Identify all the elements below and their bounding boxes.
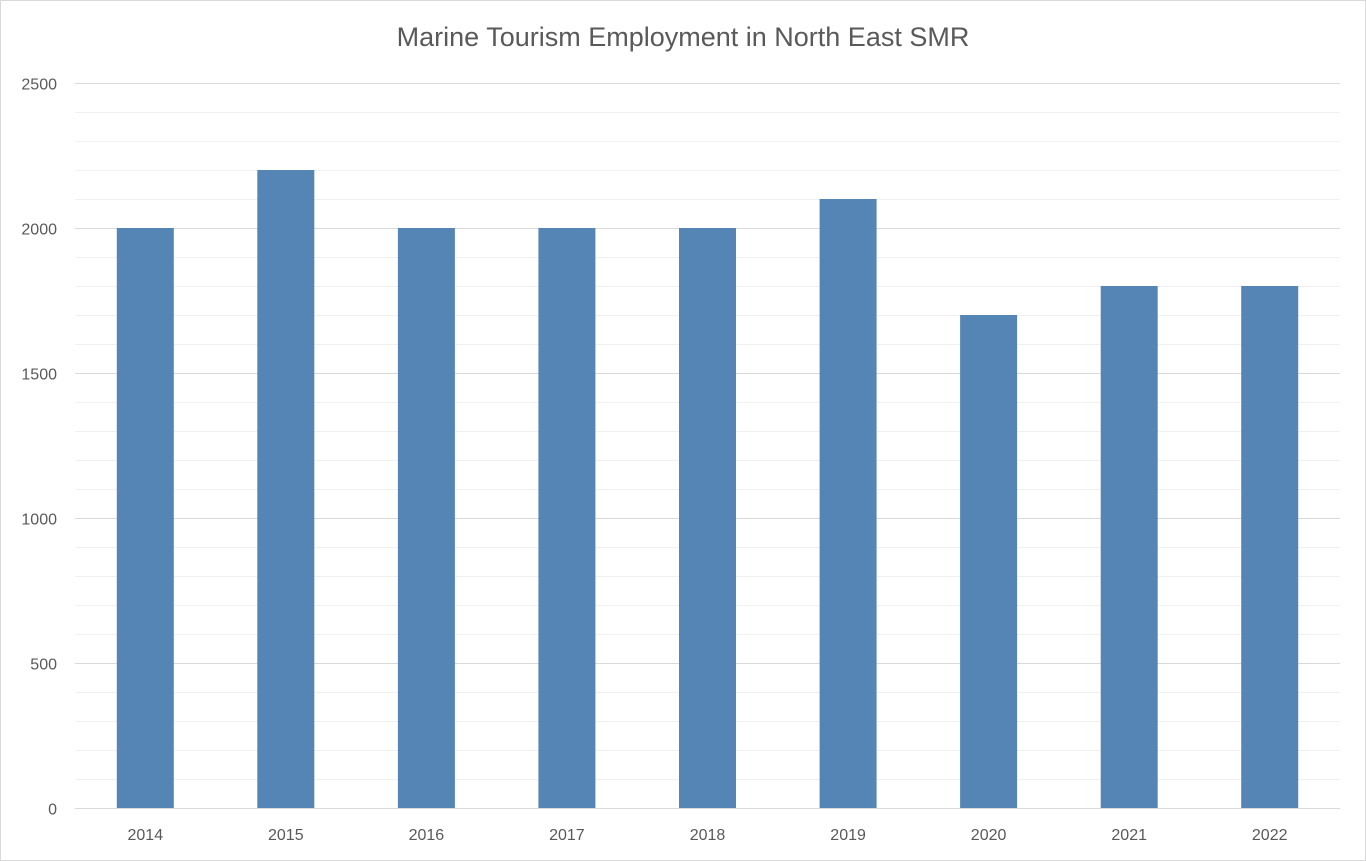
- bar-2017: [538, 228, 596, 808]
- x-tick-label: 2016: [409, 827, 445, 844]
- x-tick-label: 2021: [1111, 827, 1147, 844]
- x-tick-label: 2022: [1252, 827, 1288, 844]
- bar-2015: [257, 170, 315, 808]
- y-tick-label: 2500: [21, 77, 57, 94]
- x-tick-label: 2019: [830, 827, 866, 844]
- y-tick-label: 2000: [21, 222, 57, 239]
- y-tick-label: 0: [48, 802, 57, 819]
- bar-2022: [1241, 286, 1299, 808]
- bar-2021: [1100, 286, 1158, 808]
- x-tick-label: 2017: [549, 827, 585, 844]
- bar-2014: [116, 228, 174, 808]
- y-tick-label: 500: [30, 657, 57, 674]
- bar-series: [116, 170, 1299, 808]
- bar-2019: [819, 199, 877, 808]
- x-tick-label: 2015: [268, 827, 304, 844]
- x-tick-label: 2020: [971, 827, 1007, 844]
- bar-2018: [679, 228, 736, 808]
- y-tick-label: 1500: [21, 367, 57, 384]
- y-tick-label: 1000: [21, 512, 57, 529]
- y-axis-tick-labels: 0 500 1000 1500 2000 2500: [21, 77, 57, 819]
- chart-title: Marine Tourism Employment in North East …: [396, 22, 970, 52]
- x-axis-tick-labels: 2014 2015 2016 2017 2018 2019 2020 2021 2022: [128, 827, 1288, 844]
- x-tick-label: 2018: [690, 827, 726, 844]
- bar-2020: [960, 315, 1018, 808]
- x-tick-label: 2014: [128, 827, 164, 844]
- bar-2016: [397, 228, 455, 808]
